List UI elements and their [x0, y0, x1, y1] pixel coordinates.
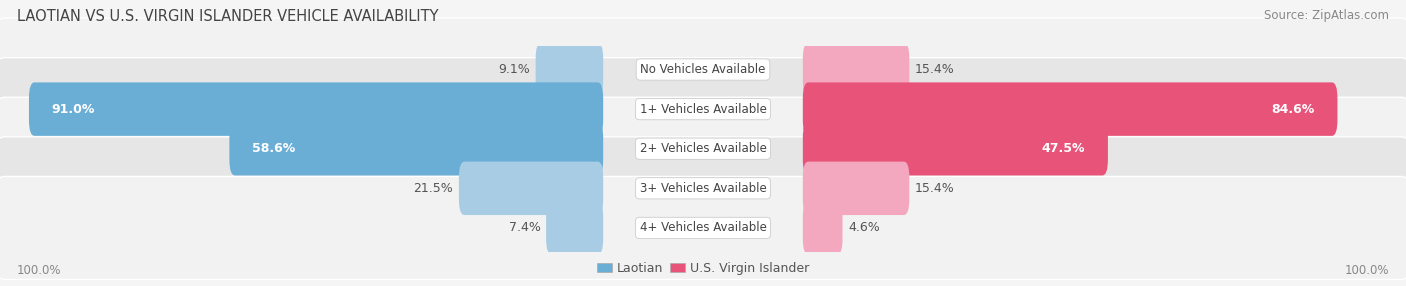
Text: 2+ Vehicles Available: 2+ Vehicles Available: [640, 142, 766, 155]
FancyBboxPatch shape: [803, 43, 910, 96]
Text: 4.6%: 4.6%: [848, 221, 880, 235]
Text: 4+ Vehicles Available: 4+ Vehicles Available: [640, 221, 766, 235]
Text: 21.5%: 21.5%: [413, 182, 453, 195]
Text: 91.0%: 91.0%: [52, 103, 94, 116]
Text: Source: ZipAtlas.com: Source: ZipAtlas.com: [1264, 9, 1389, 21]
Text: 58.6%: 58.6%: [252, 142, 295, 155]
FancyBboxPatch shape: [536, 43, 603, 96]
FancyBboxPatch shape: [30, 82, 603, 136]
Text: 47.5%: 47.5%: [1042, 142, 1085, 155]
Text: 100.0%: 100.0%: [1344, 265, 1389, 277]
FancyBboxPatch shape: [0, 58, 1406, 161]
Text: 15.4%: 15.4%: [915, 63, 955, 76]
FancyBboxPatch shape: [0, 176, 1406, 279]
Text: 1+ Vehicles Available: 1+ Vehicles Available: [640, 103, 766, 116]
Text: No Vehicles Available: No Vehicles Available: [640, 63, 766, 76]
Text: 9.1%: 9.1%: [498, 63, 530, 76]
Text: 3+ Vehicles Available: 3+ Vehicles Available: [640, 182, 766, 195]
Text: 84.6%: 84.6%: [1271, 103, 1315, 116]
FancyBboxPatch shape: [803, 201, 842, 255]
FancyBboxPatch shape: [546, 201, 603, 255]
FancyBboxPatch shape: [803, 122, 1108, 175]
Text: 15.4%: 15.4%: [915, 182, 955, 195]
FancyBboxPatch shape: [458, 162, 603, 215]
FancyBboxPatch shape: [0, 97, 1406, 200]
FancyBboxPatch shape: [0, 137, 1406, 240]
FancyBboxPatch shape: [229, 122, 603, 175]
FancyBboxPatch shape: [803, 82, 1337, 136]
FancyBboxPatch shape: [803, 162, 910, 215]
Text: 7.4%: 7.4%: [509, 221, 540, 235]
Text: LAOTIAN VS U.S. VIRGIN ISLANDER VEHICLE AVAILABILITY: LAOTIAN VS U.S. VIRGIN ISLANDER VEHICLE …: [17, 9, 439, 23]
Legend: Laotian, U.S. Virgin Islander: Laotian, U.S. Virgin Islander: [592, 257, 814, 280]
Text: 100.0%: 100.0%: [17, 265, 62, 277]
FancyBboxPatch shape: [0, 18, 1406, 121]
